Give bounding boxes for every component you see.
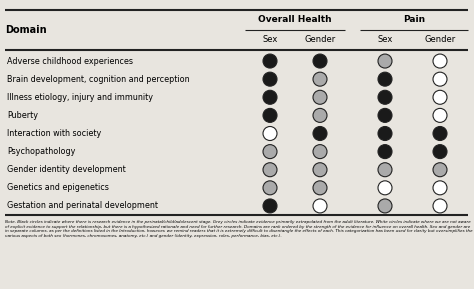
Circle shape — [433, 144, 447, 159]
Text: Psychopathology: Psychopathology — [7, 147, 75, 156]
Circle shape — [433, 72, 447, 86]
Circle shape — [378, 181, 392, 195]
Circle shape — [313, 108, 327, 122]
Text: Overall Health: Overall Health — [258, 16, 332, 25]
Text: Note. Black circles indicate where there is research evidence in the perinatal/c: Note. Black circles indicate where there… — [5, 220, 473, 238]
Circle shape — [378, 127, 392, 140]
Circle shape — [378, 90, 392, 104]
Circle shape — [378, 199, 392, 213]
Text: Sex: Sex — [377, 36, 392, 45]
Circle shape — [313, 54, 327, 68]
Text: Interaction with society: Interaction with society — [7, 129, 101, 138]
Circle shape — [378, 54, 392, 68]
Circle shape — [313, 163, 327, 177]
Circle shape — [313, 90, 327, 104]
Circle shape — [263, 163, 277, 177]
Circle shape — [313, 144, 327, 159]
Circle shape — [263, 108, 277, 122]
Circle shape — [378, 144, 392, 159]
Circle shape — [263, 144, 277, 159]
Circle shape — [433, 127, 447, 140]
Text: Genetics and epigenetics: Genetics and epigenetics — [7, 183, 109, 192]
Text: Domain: Domain — [5, 25, 46, 35]
Circle shape — [433, 181, 447, 195]
Text: Puberty: Puberty — [7, 111, 38, 120]
Circle shape — [378, 163, 392, 177]
Circle shape — [263, 199, 277, 213]
Circle shape — [433, 54, 447, 68]
Circle shape — [433, 108, 447, 122]
Circle shape — [263, 54, 277, 68]
Circle shape — [433, 163, 447, 177]
Circle shape — [433, 90, 447, 104]
Text: Adverse childhood experiences: Adverse childhood experiences — [7, 57, 133, 66]
Circle shape — [313, 199, 327, 213]
Circle shape — [378, 72, 392, 86]
Text: Sex: Sex — [262, 36, 278, 45]
Circle shape — [263, 72, 277, 86]
Circle shape — [433, 199, 447, 213]
Text: Gestation and perinatal development: Gestation and perinatal development — [7, 201, 158, 210]
Circle shape — [263, 181, 277, 195]
Circle shape — [263, 127, 277, 140]
Text: Gender: Gender — [424, 36, 456, 45]
Circle shape — [378, 108, 392, 122]
Circle shape — [263, 90, 277, 104]
Circle shape — [313, 127, 327, 140]
Text: Brain development, cognition and perception: Brain development, cognition and percept… — [7, 75, 190, 84]
Circle shape — [313, 181, 327, 195]
Text: Pain: Pain — [403, 16, 425, 25]
Text: Gender: Gender — [304, 36, 336, 45]
Text: Illness etiology, injury and immunity: Illness etiology, injury and immunity — [7, 93, 153, 102]
Circle shape — [313, 72, 327, 86]
Text: Gender identity development: Gender identity development — [7, 165, 126, 174]
